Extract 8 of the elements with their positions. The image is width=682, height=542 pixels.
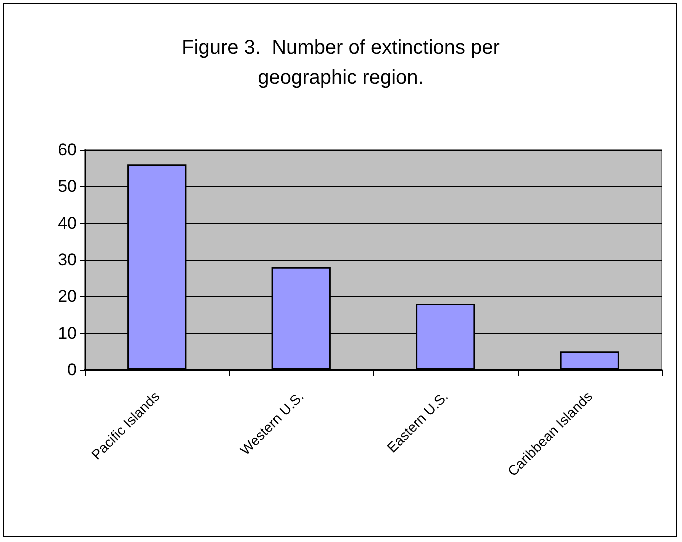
y-tick-label: 0: [68, 360, 77, 380]
y-tick-label: 40: [58, 214, 77, 233]
y-tick-label: 20: [58, 287, 77, 306]
y-tick-label: 10: [58, 324, 77, 343]
chart-title: Figure 3. Number of extinctions per geographic region.: [182, 37, 500, 89]
y-tick-label: 30: [58, 250, 77, 270]
y-tick-label: 60: [58, 140, 77, 160]
y-tick-label: 50: [58, 177, 77, 196]
